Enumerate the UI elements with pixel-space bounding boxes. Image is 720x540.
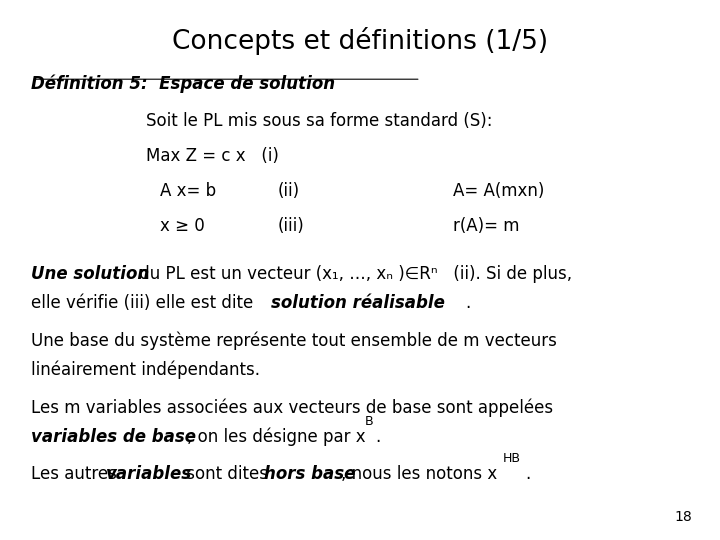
Text: Une solution: Une solution — [32, 265, 150, 282]
Text: du PL est un vecteur (x₁, …, xₙ )∈Rⁿ   (ii). Si de plus,: du PL est un vecteur (x₁, …, xₙ )∈Rⁿ (ii… — [133, 265, 572, 282]
Text: sont dites: sont dites — [181, 465, 274, 483]
Text: A x= b: A x= b — [160, 182, 216, 200]
Text: B: B — [364, 415, 373, 428]
Text: Les autres: Les autres — [32, 465, 122, 483]
Text: Une base du système représente tout ensemble de m vecteurs: Une base du système représente tout ense… — [32, 332, 557, 350]
Text: solution réalisable: solution réalisable — [271, 294, 445, 312]
Text: Concepts et définitions (1/5): Concepts et définitions (1/5) — [172, 27, 548, 55]
Text: Max Z = c x   (i): Max Z = c x (i) — [145, 147, 279, 165]
Text: variables de base: variables de base — [32, 428, 197, 445]
Text: Définition 5:  Espace de solution: Définition 5: Espace de solution — [32, 75, 336, 93]
Text: Soit le PL mis sous sa forme standard (S):: Soit le PL mis sous sa forme standard (S… — [145, 112, 492, 130]
Text: , on les désigne par x: , on les désigne par x — [187, 428, 366, 446]
Text: , nous les notons x: , nous les notons x — [341, 465, 497, 483]
Text: Les m variables associées aux vecteurs de base sont appelées: Les m variables associées aux vecteurs d… — [32, 399, 554, 417]
Text: (ii): (ii) — [278, 182, 300, 200]
Text: hors base: hors base — [264, 465, 355, 483]
Text: variables: variables — [107, 465, 192, 483]
Text: (iii): (iii) — [278, 217, 305, 234]
Text: .: . — [376, 428, 381, 445]
Text: r(A)= m: r(A)= m — [453, 217, 519, 234]
Text: 18: 18 — [675, 510, 692, 524]
Text: A= A(mxn): A= A(mxn) — [453, 182, 544, 200]
Text: .: . — [525, 465, 531, 483]
Text: .: . — [466, 294, 471, 312]
Text: elle vérifie (iii) elle est dite: elle vérifie (iii) elle est dite — [32, 294, 259, 312]
Text: x ≥ 0: x ≥ 0 — [160, 217, 204, 234]
Text: linéairement indépendants.: linéairement indépendants. — [32, 361, 261, 380]
Text: HB: HB — [503, 452, 521, 465]
